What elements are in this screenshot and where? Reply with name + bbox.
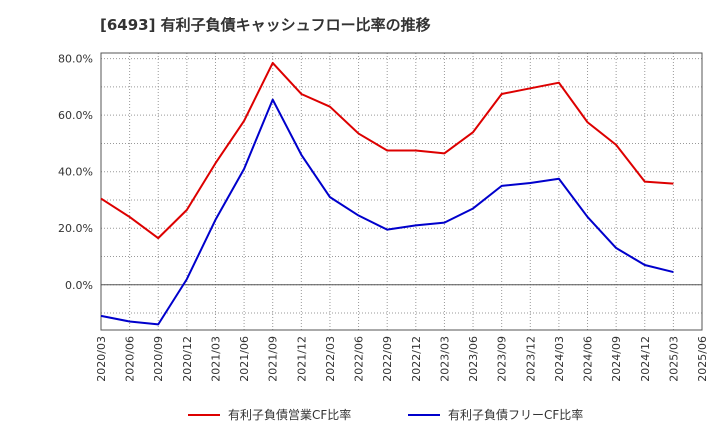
y-tick-label: 0.0% — [65, 279, 93, 292]
series — [100, 61, 674, 326]
legend-label-1: 有利子負債営業CF比率 — [228, 407, 351, 422]
series-line-2 — [100, 98, 674, 326]
x-tick-label: 2023/03 — [438, 336, 451, 382]
x-tick-label: 2021/03 — [209, 336, 222, 382]
y-tick-label: 40.0% — [58, 166, 93, 179]
x-tick-label: 2022/06 — [353, 336, 366, 382]
x-tick-label: 2024/03 — [553, 336, 566, 382]
x-tick-label: 2024/12 — [639, 336, 652, 382]
x-tick-label: 2024/06 — [582, 336, 595, 382]
x-tick-label: 2020/12 — [181, 336, 194, 382]
x-tick-label: 2021/09 — [267, 336, 280, 382]
grid — [100, 53, 703, 330]
x-tick-label: 2021/06 — [238, 336, 251, 382]
legend-label-2: 有利子負債フリーCF比率 — [448, 407, 583, 422]
x-tick-label: 2023/12 — [524, 336, 537, 382]
x-tick-label: 2022/09 — [381, 336, 394, 382]
plot-background — [101, 53, 702, 330]
y-tick-label: 20.0% — [58, 222, 93, 235]
x-tick-label: 2021/12 — [295, 336, 308, 382]
axes: 0.0% 20.0% 40.0% 60.0% 80.0% 2020/03 2020/06 20… — [58, 52, 709, 382]
x-tick-label: 2023/09 — [496, 336, 509, 382]
x-tick-label: 2022/03 — [324, 336, 337, 382]
x-tick-label: 2020/09 — [152, 336, 165, 382]
chart-title: [6493] 有利子負債キャッシュフロー比率の推移 — [100, 16, 431, 34]
x-tick-label: 2024/09 — [610, 336, 623, 382]
y-tick-label: 60.0% — [58, 109, 93, 122]
x-tick-label: 2025/03 — [667, 336, 680, 382]
x-tick-label: 2020/03 — [95, 336, 108, 382]
legend: 有利子負債営業CF比率 有利子負債フリーCF比率 — [188, 407, 583, 422]
plot-border — [100, 52, 703, 331]
x-tick-label: 2023/06 — [467, 336, 480, 382]
x-tick-label: 2025/06 — [696, 336, 709, 382]
series-line-1 — [100, 61, 674, 240]
x-tick-label: 2022/12 — [410, 336, 423, 382]
y-tick-label: 80.0% — [58, 53, 93, 66]
x-tick-label: 2020/06 — [124, 336, 137, 382]
